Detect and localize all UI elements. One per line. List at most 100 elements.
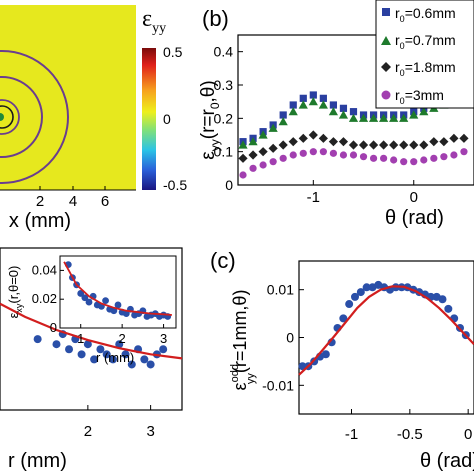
b-point-triangle	[419, 107, 429, 116]
b-point-triangle	[248, 137, 258, 146]
legend-box	[375, 0, 474, 109]
b-point-square	[289, 101, 297, 109]
b-point-diamond	[268, 143, 278, 153]
legend-marker-diamond	[381, 62, 391, 72]
b-point-circle	[239, 171, 247, 179]
contour-r0-0.7mm	[0, 99, 20, 135]
b-point-circle	[400, 158, 408, 166]
b-point-circle	[450, 151, 458, 159]
inset-ytick-label: 0.02	[32, 291, 57, 306]
panel-b-xlabel: θ (rad)	[385, 207, 444, 229]
b-point-diamond	[278, 140, 288, 150]
inset-point	[102, 297, 109, 305]
b-point-circle	[359, 153, 368, 161]
b-ytick-label: 0.2	[214, 110, 234, 126]
d-xtick-label: 3	[146, 423, 154, 440]
inset-point	[122, 310, 130, 317]
inset-ticks: 1 2 3 0.04 0.02 0	[32, 262, 168, 346]
b-point-diamond	[298, 133, 308, 143]
b-point-triangle	[258, 130, 268, 139]
c-xtick-label: -1	[345, 426, 358, 443]
b-point-triangle	[328, 107, 339, 116]
b-ytick-label: 0.3	[214, 77, 234, 93]
panel-c: (c) -1 -0.5 0 0.01 0 -0.01 εodd yy(r=1mm,θ) θ …	[210, 248, 474, 472]
c-point	[351, 292, 359, 301]
c-fit-line	[298, 285, 474, 376]
heatmap-hotspot	[0, 65, 48, 169]
b-point-triangle	[409, 110, 419, 119]
legend-entry-0.7mm: r0=0.7mm	[395, 32, 456, 51]
b-point-square	[319, 94, 327, 102]
panel-c-series	[298, 280, 474, 376]
b-point-triangle	[368, 113, 379, 122]
heatmap-xlabel: x (mm)	[9, 210, 71, 232]
inset-series	[63, 261, 172, 320]
b-ytick-label: 0.1	[214, 144, 234, 160]
colorbar-tick-0: 0	[163, 111, 171, 127]
panel-b-ticks: -1 0 0 0.1 0.2 0.3 0.4	[214, 44, 418, 206]
b-point-circle	[289, 151, 297, 159]
b-point-triangle	[288, 107, 298, 116]
b-point-circle	[249, 164, 257, 172]
heatmap-center-dot	[0, 113, 4, 121]
b-point-circle	[269, 158, 277, 166]
b-point-triangle	[238, 140, 248, 149]
panel-d-plot-area	[0, 247, 183, 411]
b-point-circle	[420, 156, 428, 164]
d-point	[146, 360, 155, 369]
inset-point	[85, 298, 93, 306]
inset-ylabel: εxy(r,θ=0)	[6, 266, 24, 319]
b-xtick-label: -1	[307, 189, 320, 206]
heatmap-xtick-label-4: 4	[69, 193, 77, 210]
b-point-diamond	[419, 140, 429, 150]
inset-ytick-label: 0	[50, 320, 57, 335]
c-point	[345, 300, 354, 309]
b-point-triangle	[348, 113, 359, 122]
panel-b: (b) -1 0 0 0.1 0.2 0.3 0.4 εyy(r=r0,θ) θ (rad)…	[198, 0, 474, 229]
panel-b-ylabel: εyy(r=r0,θ)	[198, 80, 222, 159]
legend-entry-1.8mm: r0=1.8mm	[395, 59, 456, 78]
b-point-diamond	[389, 140, 399, 150]
b-point-diamond	[338, 137, 349, 147]
legend-marker-circle	[381, 90, 391, 100]
panel-b-legend: r0=0.6mm r0=0.7mm r0=1.8mm r0=3mm	[375, 0, 474, 109]
b-point-circle	[329, 149, 338, 157]
b-point-diamond	[318, 133, 328, 143]
b-point-circle	[430, 154, 438, 162]
b-point-triangle	[318, 100, 328, 109]
panel-c-plot-area	[298, 260, 474, 415]
colorbar-tick--0.5: -0.5	[163, 177, 187, 193]
c-ytick-label: -0.01	[262, 377, 294, 393]
legend-marker-square	[382, 8, 390, 16]
b-point-triangle	[358, 113, 369, 122]
b-point-diamond	[308, 130, 318, 140]
colorbar	[142, 48, 156, 190]
b-point-square	[349, 108, 358, 116]
inset-xtick-label: 1	[77, 331, 84, 346]
heatmap-xtick-label-6: 6	[101, 193, 109, 210]
panel-d-xlabel: r (mm)	[8, 450, 67, 472]
b-point-circle	[259, 161, 267, 169]
c-xtick-label: -0.5	[397, 426, 423, 443]
colorbar-tick-0.5: 0.5	[163, 44, 183, 60]
d-point	[159, 345, 168, 354]
b-point-circle	[319, 148, 327, 156]
legend-entry-0.6mm: r0=0.6mm	[395, 5, 456, 24]
c-ytick-label: 0	[286, 330, 294, 346]
b-point-square	[279, 111, 287, 119]
b-point-circle	[309, 148, 317, 156]
b-point-circle	[369, 154, 378, 162]
d-point	[96, 345, 105, 354]
d-point	[77, 350, 86, 359]
b-point-triangle	[389, 113, 399, 122]
b-point-triangle	[379, 113, 389, 122]
b-point-diamond	[459, 133, 469, 143]
panel-c-xlabel: θ (rad)	[420, 450, 474, 472]
b-point-diamond	[399, 140, 409, 150]
d-point	[127, 360, 136, 369]
d-point	[52, 340, 61, 349]
panel-c-ticks: -1 -0.5 0 0.01 0 -0.01	[262, 282, 472, 443]
b-point-diamond	[248, 150, 258, 160]
